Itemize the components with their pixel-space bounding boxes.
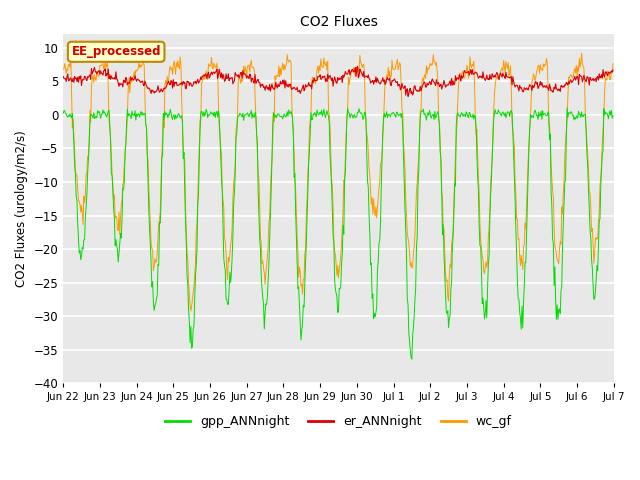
gpp_ANNnight: [405, 331, 413, 336]
wc_gf: [211, 63, 219, 69]
er_ANNnight: [404, 94, 412, 99]
gpp_ANNnight: [422, 113, 429, 119]
wc_gf: [422, 76, 429, 82]
er_ANNnight: [609, 67, 617, 73]
wc_gf: [609, 60, 617, 66]
er_ANNnight: [211, 71, 218, 76]
Legend: gpp_ANNnight, er_ANNnight, wc_gf: gpp_ANNnight, er_ANNnight, wc_gf: [160, 410, 516, 433]
gpp_ANNnight: [69, 123, 77, 129]
Title: CO2 Fluxes: CO2 Fluxes: [300, 15, 378, 29]
wc_gf: [406, 252, 413, 257]
gpp_ANNnight: [609, 113, 617, 119]
er_ANNnight: [354, 63, 362, 69]
er_ANNnight: [182, 86, 189, 92]
Line: wc_gf: wc_gf: [63, 53, 613, 311]
Line: gpp_ANNnight: gpp_ANNnight: [63, 108, 613, 359]
Line: er_ANNnight: er_ANNnight: [63, 66, 613, 96]
wc_gf: [187, 308, 195, 314]
wc_gf: [69, 116, 77, 122]
er_ANNnight: [60, 73, 67, 79]
wc_gf: [60, 66, 67, 72]
gpp_ANNnight: [60, 111, 67, 117]
er_ANNnight: [69, 75, 77, 81]
er_ANNnight: [126, 80, 134, 86]
wc_gf: [126, 90, 134, 96]
gpp_ANNnight: [211, 109, 218, 115]
er_ANNnight: [422, 84, 430, 90]
gpp_ANNnight: [126, 112, 134, 118]
wc_gf: [182, 205, 189, 211]
er_ANNnight: [406, 85, 414, 91]
gpp_ANNnight: [182, 218, 189, 224]
gpp_ANNnight: [408, 356, 416, 362]
Y-axis label: CO2 Fluxes (urology/m2/s): CO2 Fluxes (urology/m2/s): [15, 131, 28, 287]
gpp_ANNnight: [563, 105, 571, 111]
Text: EE_processed: EE_processed: [72, 45, 161, 58]
wc_gf: [578, 50, 586, 56]
